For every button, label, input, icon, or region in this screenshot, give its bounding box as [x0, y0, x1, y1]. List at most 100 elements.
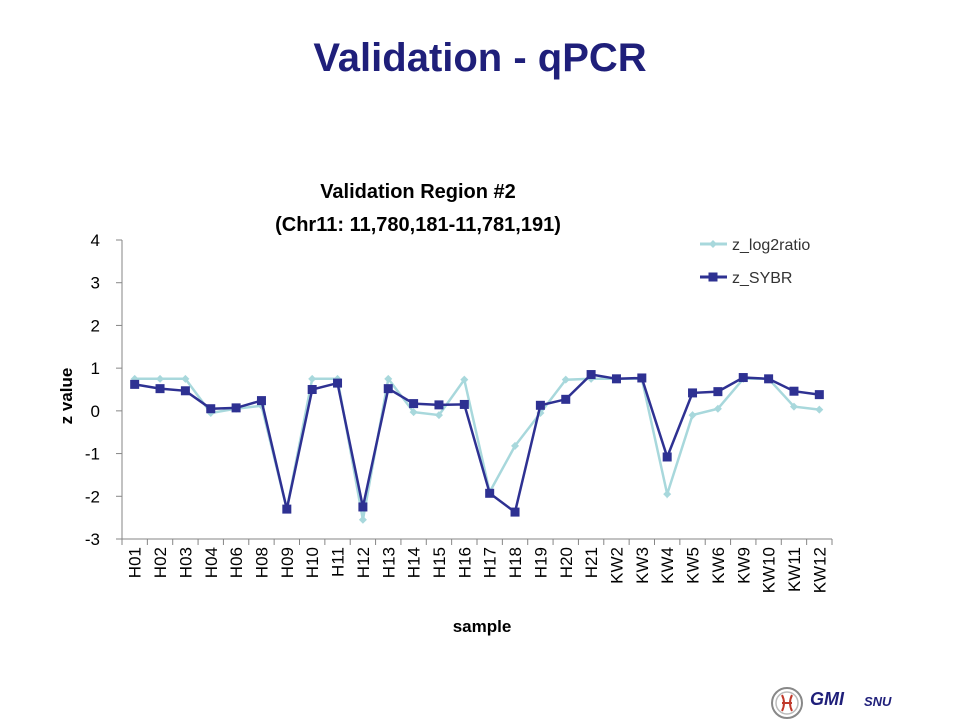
- y-tick-label: -1: [85, 445, 100, 464]
- x-tick-label: H14: [405, 547, 424, 578]
- data-point: [156, 374, 165, 383]
- data-point: [485, 488, 495, 498]
- logo-name: GMI: [810, 689, 844, 709]
- data-point: [662, 452, 672, 462]
- chart-title-line-1: Validation Region #2: [320, 181, 516, 203]
- x-tick-label: H06: [227, 547, 246, 578]
- data-point: [181, 374, 190, 383]
- data-point: [206, 404, 216, 414]
- series-layer: [130, 370, 824, 524]
- x-tick-label: KW5: [684, 547, 703, 584]
- x-tick-label: H21: [582, 547, 601, 578]
- data-point: [789, 402, 798, 411]
- data-point: [180, 386, 190, 396]
- x-tick-label: H01: [126, 547, 145, 578]
- x-tick-label: KW12: [810, 547, 829, 593]
- x-tick-label: KW11: [785, 547, 804, 592]
- x-tick-label: H15: [430, 547, 449, 578]
- y-tick-label: 3: [91, 274, 100, 293]
- y-tick-label: 4: [91, 231, 100, 250]
- x-tick-label: H11: [329, 547, 348, 577]
- legend: z_log2ratio z_SYBR: [700, 237, 810, 287]
- data-point: [333, 378, 343, 388]
- series-line: [134, 373, 820, 515]
- data-point: [764, 374, 774, 384]
- legend-label: z_log2ratio: [732, 237, 810, 254]
- chart-title-line-2: (Chr11: 11,780,181-11,781,191): [275, 214, 561, 236]
- legend-item: z_SYBR: [700, 270, 792, 287]
- footer-logo: GMI SNU: [770, 686, 910, 720]
- data-point: [713, 404, 722, 413]
- legend-item: z_log2ratio: [700, 237, 810, 254]
- data-point: [307, 385, 317, 394]
- legend-swatch-marker: [708, 272, 718, 282]
- x-tick-label: H09: [278, 547, 297, 578]
- y-tick-label: 2: [91, 316, 100, 335]
- x-tick-label: H20: [557, 547, 576, 578]
- data-point: [409, 399, 419, 409]
- x-tick-label: KW10: [760, 547, 779, 593]
- data-point: [511, 441, 520, 450]
- logo-subname: SNU: [864, 694, 892, 709]
- x-tick-label: H16: [455, 547, 474, 578]
- data-point: [434, 400, 444, 410]
- data-point: [586, 370, 596, 380]
- data-point: [308, 374, 317, 383]
- data-point: [384, 374, 393, 383]
- x-tick-label: H10: [303, 547, 322, 578]
- chromosome-logo-icon: [771, 687, 803, 719]
- x-tick-label: H18: [506, 547, 525, 578]
- x-tick-label: KW6: [709, 547, 728, 584]
- x-tick-label: H04: [202, 547, 221, 578]
- series-line: [134, 375, 820, 521]
- data-point: [510, 507, 520, 517]
- data-point: [434, 411, 443, 420]
- data-point: [789, 386, 799, 396]
- axes: [121, 240, 832, 540]
- data-point: [814, 390, 824, 400]
- data-point: [155, 384, 165, 394]
- x-tick-label: H19: [531, 547, 550, 578]
- data-point: [561, 394, 571, 404]
- data-point: [460, 375, 469, 384]
- slide-title: Validation - qPCR: [313, 36, 647, 80]
- data-point: [383, 384, 393, 394]
- x-tick-label: H02: [151, 547, 170, 578]
- data-point: [282, 504, 292, 514]
- data-point: [231, 403, 241, 413]
- data-point: [409, 408, 418, 417]
- data-point: [535, 400, 545, 410]
- y-tick-label: -2: [85, 487, 100, 506]
- data-point: [358, 515, 367, 524]
- x-tick-label: KW9: [734, 547, 753, 584]
- data-point: [738, 373, 748, 383]
- data-point: [713, 387, 723, 397]
- data-point: [256, 396, 266, 406]
- x-axis-ticks: H01 H02 H03 H04 H06 H08 H09 H10 H11 H12 H13 H14 H15 H…: [121, 539, 833, 593]
- data-point: [688, 388, 698, 398]
- data-point: [815, 405, 824, 414]
- y-tick-label: 1: [91, 359, 100, 378]
- legend-swatch-marker: [709, 240, 717, 248]
- data-point: [358, 502, 368, 512]
- y-tick-label: -3: [85, 530, 100, 549]
- x-tick-label: KW3: [633, 547, 652, 584]
- legend-label: z_SYBR: [732, 270, 792, 287]
- x-axis-label: sample: [453, 617, 512, 636]
- y-axis-label: z value: [57, 368, 76, 425]
- series-z_SYBR: [130, 370, 824, 517]
- data-point: [459, 399, 469, 409]
- y-tick-label: 0: [91, 402, 100, 421]
- data-point: [663, 490, 672, 499]
- x-tick-label: H08: [252, 547, 271, 578]
- data-point: [688, 411, 697, 420]
- y-axis-ticks: 4 3 2 1 0 -1 -2 -3: [85, 231, 122, 549]
- x-tick-label: KW2: [607, 547, 626, 584]
- data-point: [130, 379, 140, 389]
- x-tick-label: H17: [481, 547, 500, 578]
- data-point: [611, 374, 621, 384]
- x-tick-label: H13: [379, 547, 398, 578]
- x-tick-label: KW4: [658, 547, 677, 584]
- x-tick-label: H03: [176, 547, 195, 578]
